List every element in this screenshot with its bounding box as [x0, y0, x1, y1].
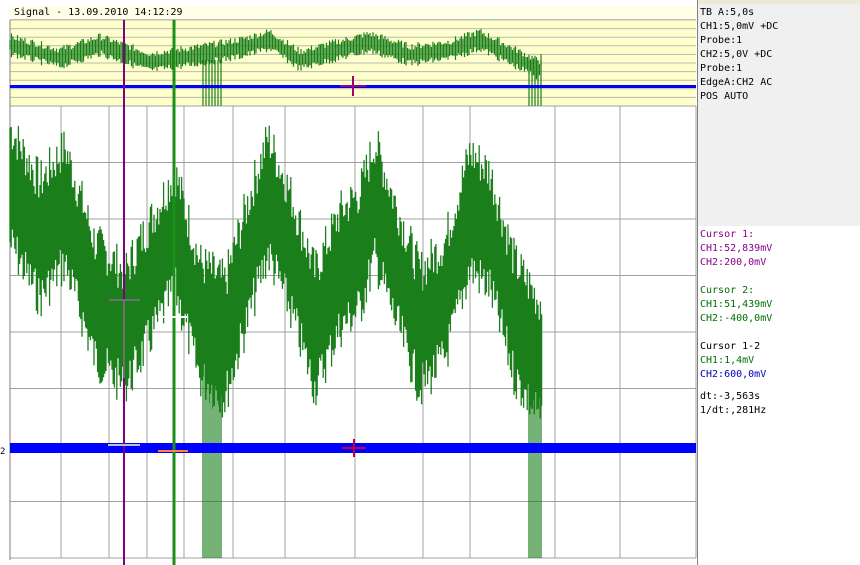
- cursor1-ch2-value: CH2:200,0mV: [700, 257, 767, 268]
- cursor-delta-title: Cursor 1-2: [700, 341, 761, 352]
- ch1-settings-readout: CH1:5,0mV +DC: [700, 21, 779, 32]
- scope-display[interactable]: Signal - 13.09.2010 14:12:29 2: [0, 0, 698, 565]
- timebase-readout: TB A:5,0s: [700, 7, 755, 18]
- trigger-readout: EdgeA:CH2 AC: [700, 77, 773, 88]
- ch2-probe-readout: Probe:1: [700, 63, 743, 74]
- cursor1-title: Cursor 1:: [700, 229, 755, 240]
- cursor2-ch1-value: CH1:51,439mV: [700, 299, 773, 310]
- cursor2-ch2-value: CH2:-400,0mV: [700, 313, 773, 324]
- trigger-marker: [342, 439, 366, 457]
- cursor-panel: Cursor 1: CH1:52,839mV CH2:200,0mV Curso…: [698, 226, 860, 565]
- position-readout: POS AUTO: [700, 91, 749, 102]
- ch1-probe-readout: Probe:1: [700, 35, 743, 46]
- overview-trigger-marker: [340, 76, 366, 96]
- cursor1-ch1-value: CH1:52,839mV: [700, 243, 773, 254]
- settings-panel: TB A:5,0s CH1:5,0mV +DC Probe:1 CH2:5,0V…: [698, 4, 860, 226]
- ch1-waveform: [9, 125, 543, 419]
- ch2-settings-readout: CH2:5,0V +DC: [700, 49, 773, 60]
- cursor-delta-ch1-value: CH1:1,4mV: [700, 355, 755, 366]
- cursor-delta-ch2-value: CH2:600,0mV: [700, 369, 767, 380]
- ch2-reference-marker[interactable]: 2: [0, 447, 6, 457]
- cursor2-title: Cursor 2:: [700, 285, 755, 296]
- overview-ch1-waveform: [9, 29, 542, 80]
- signal-title: Signal - 13.09.2010 14:12:29: [10, 6, 696, 20]
- overview-ch1-dropout: [202, 60, 542, 106]
- frequency-readout: 1/dt:,281Hz: [700, 405, 767, 416]
- waveform-plot[interactable]: [0, 0, 697, 565]
- delta-time-readout: dt:-3,563s: [700, 391, 761, 402]
